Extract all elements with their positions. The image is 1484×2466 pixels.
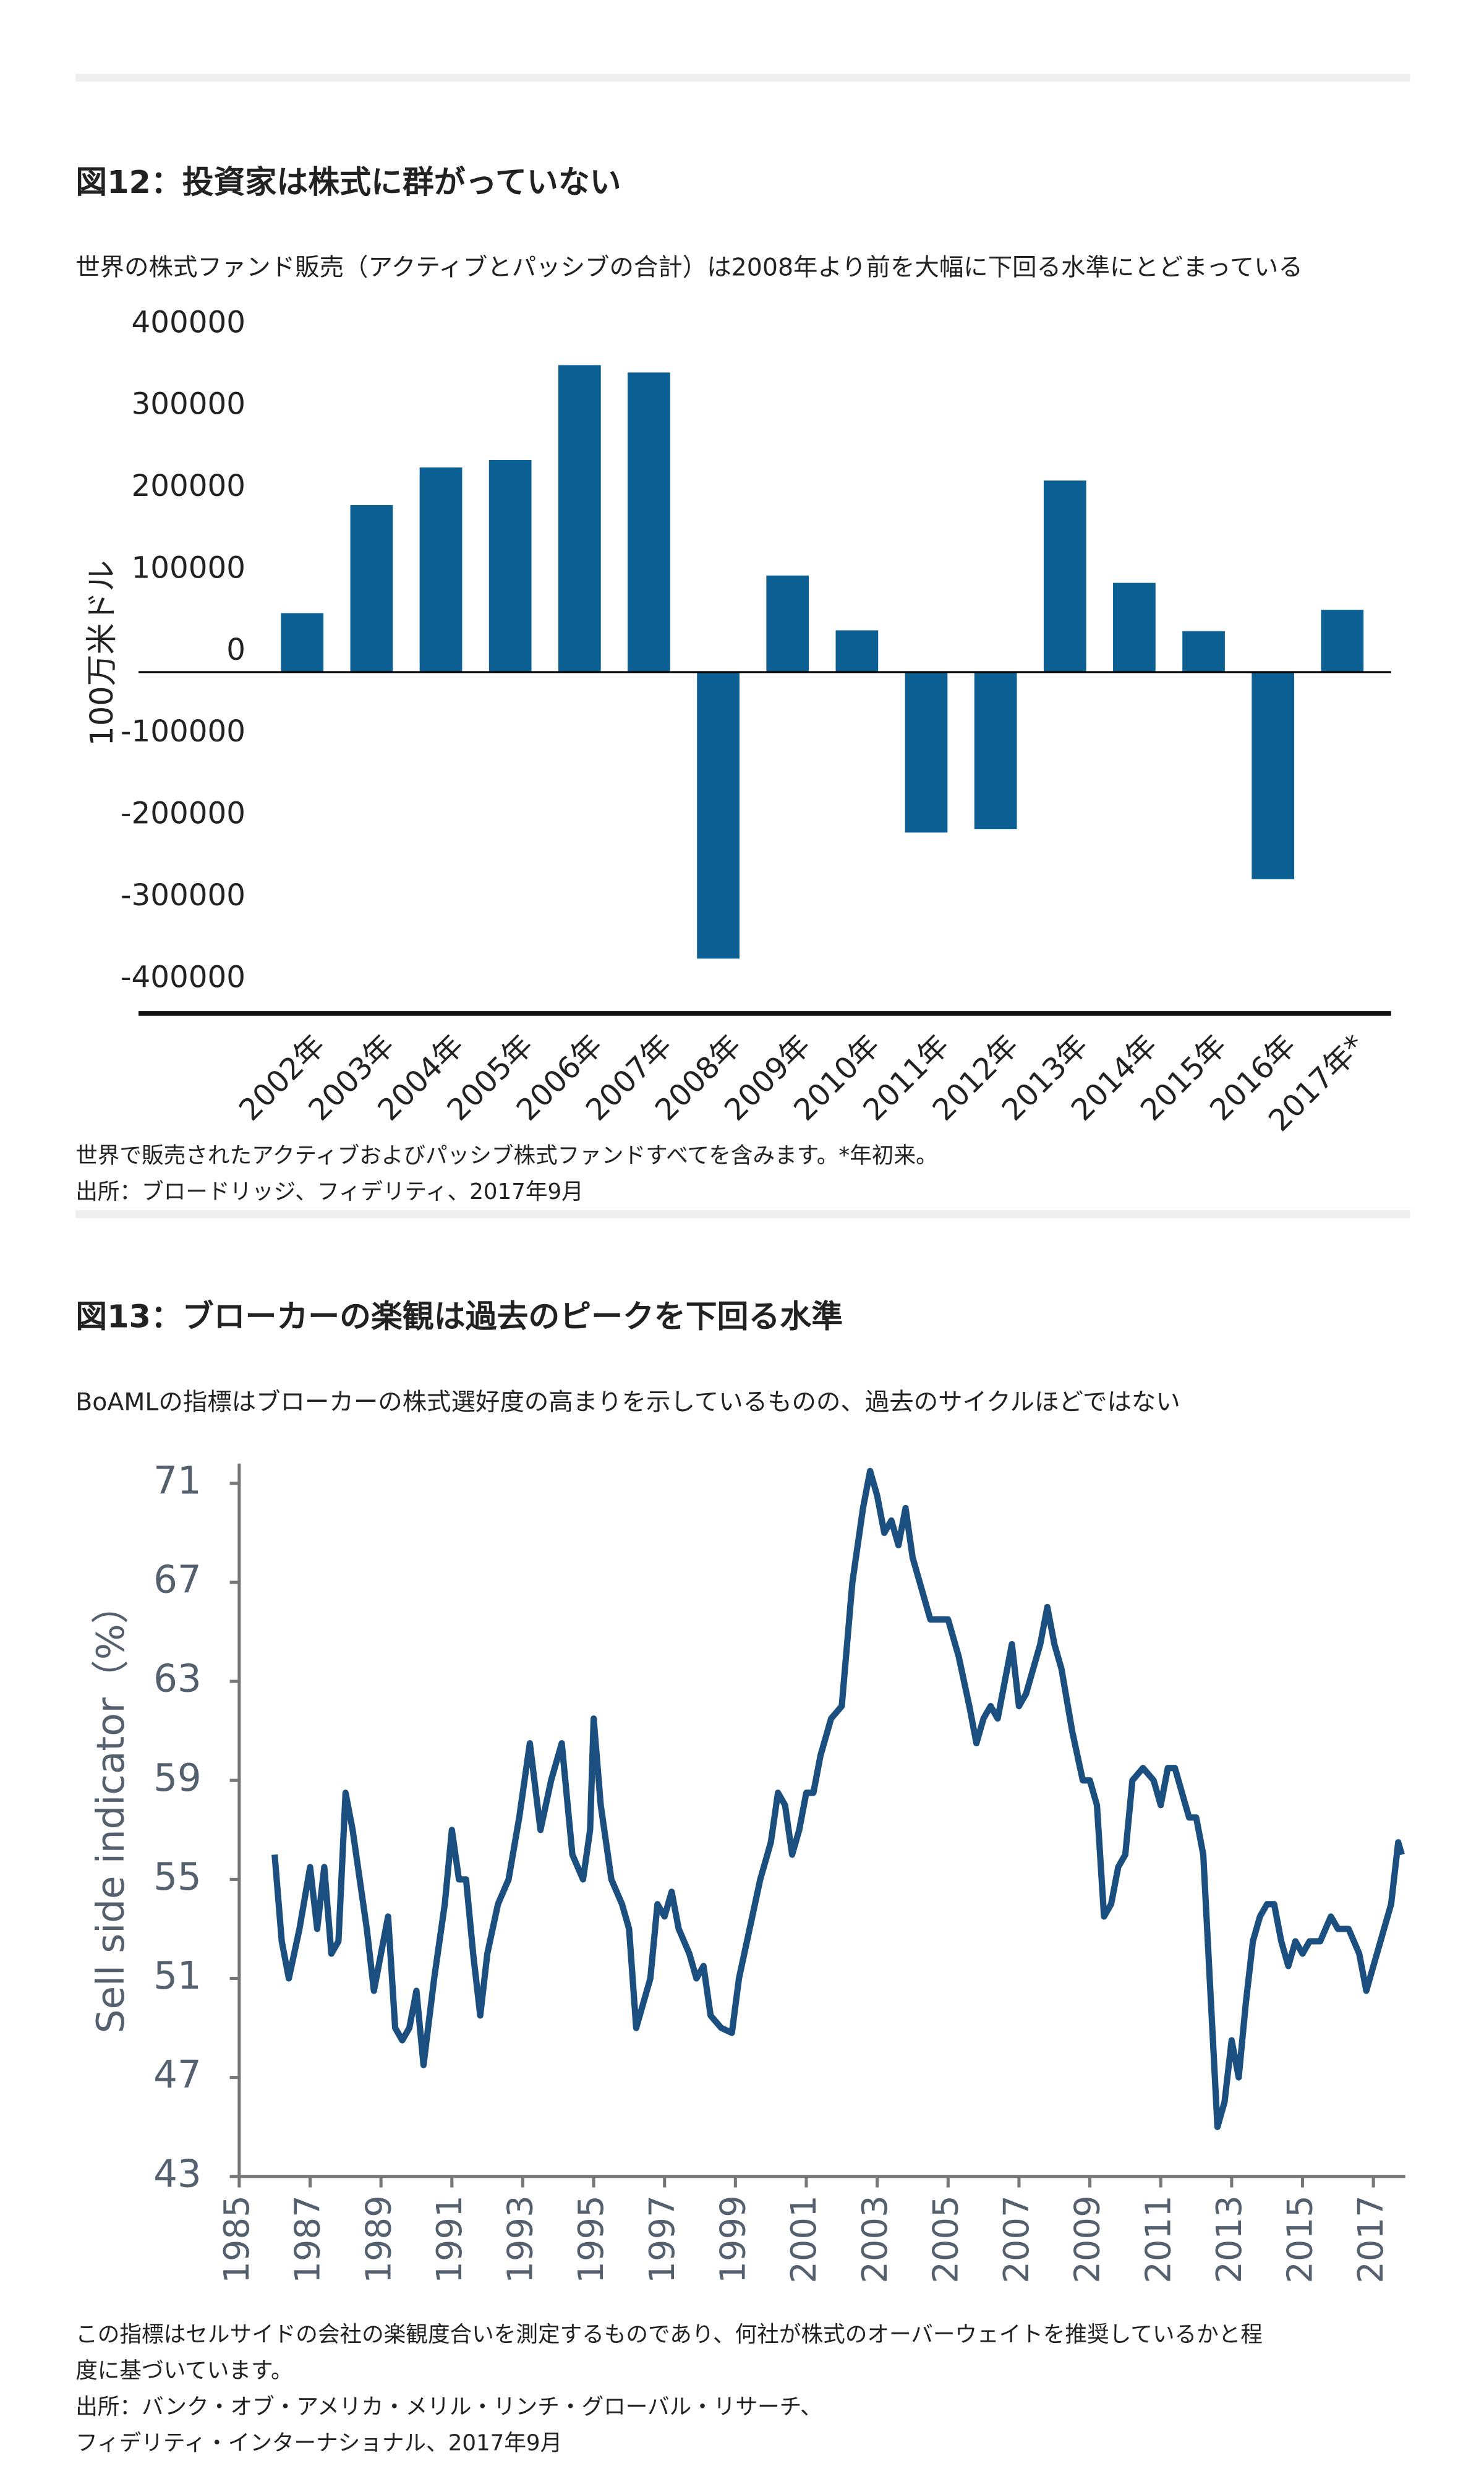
x-tick-label: 1985 bbox=[217, 2195, 257, 2283]
y-tick-label: 51 bbox=[153, 1954, 202, 1998]
x-tick-label: 2017 bbox=[1351, 2195, 1391, 2283]
x-tick-label: 1991 bbox=[430, 2195, 470, 2283]
note: この指標はセルサイドの会社の楽観度合いを測定するものであり、何社が株式のオーバー… bbox=[75, 2322, 1263, 2347]
y-tick-label: 0 bbox=[226, 633, 245, 667]
separator bbox=[75, 74, 1410, 82]
y-tick-label: 55 bbox=[153, 1855, 202, 1899]
figure-title: 図12：投資家は株式に群がっていない bbox=[75, 164, 621, 201]
note: フィデリティ・インターナショナル、2017年9月 bbox=[75, 2430, 562, 2455]
y-tick-label: 47 bbox=[153, 2053, 202, 2097]
bar bbox=[697, 672, 740, 959]
x-tick-label: 2007 bbox=[997, 2195, 1037, 2283]
bar bbox=[1252, 672, 1295, 879]
y-tick-label: 63 bbox=[153, 1657, 202, 1701]
x-tick-label: 2009 bbox=[1068, 2195, 1108, 2283]
x-tick-label: 2013 bbox=[1209, 2195, 1250, 2283]
y-tick-label: 200000 bbox=[132, 469, 246, 503]
data-line bbox=[271, 1467, 1405, 2130]
bar bbox=[905, 672, 948, 833]
y-tick-label: 400000 bbox=[132, 305, 246, 339]
note: 出所：バンク・オブ・アメリカ・メリル・リンチ・グローバル・リサーチ、 bbox=[75, 2394, 822, 2420]
bar bbox=[558, 365, 601, 672]
y-tick-label: 67 bbox=[153, 1558, 202, 1602]
bar bbox=[1043, 480, 1086, 672]
y-tick-label: -100000 bbox=[121, 714, 245, 749]
bar bbox=[1321, 610, 1364, 672]
x-tick-label: 2011 bbox=[1138, 2195, 1179, 2283]
x-tick-label: 2003 bbox=[855, 2195, 895, 2283]
y-tick-label: 71 bbox=[153, 1459, 202, 1503]
bar bbox=[419, 467, 463, 672]
y-tick-label: 300000 bbox=[132, 387, 246, 422]
y-tick-label: 100000 bbox=[132, 550, 246, 585]
separator bbox=[75, 1210, 1410, 1218]
note: 世界で販売されたアクティブおよびパッシブ株式ファンドすべてを含みます。*年初来。 bbox=[75, 1143, 937, 1169]
y-tick-label: 59 bbox=[153, 1756, 202, 1800]
x-tick-label: 2005 bbox=[926, 2195, 966, 2283]
y-tick-label: -400000 bbox=[121, 960, 245, 994]
bar bbox=[766, 575, 809, 672]
x-tick-label: 1989 bbox=[359, 2195, 399, 2283]
x-tick-label: 2001 bbox=[784, 2195, 824, 2283]
note: 出所：ブロードリッジ、フィデリティ、2017年9月 bbox=[75, 1179, 584, 1205]
x-tick-label: 1987 bbox=[288, 2195, 328, 2283]
bar bbox=[974, 672, 1017, 830]
y-axis-label: 100万米ドル bbox=[84, 560, 121, 746]
bar bbox=[350, 505, 393, 672]
figure-subtitle: BoAMLの指標はブローカーの株式選好度の高まりを示しているものの、過去のサイク… bbox=[75, 1388, 1180, 1417]
bar bbox=[488, 460, 532, 672]
x-tick-label: 1999 bbox=[713, 2195, 753, 2283]
y-tick-label: -200000 bbox=[121, 796, 245, 831]
y-tick-label: -300000 bbox=[121, 878, 245, 913]
bar bbox=[628, 372, 670, 672]
bar bbox=[835, 630, 879, 672]
bar bbox=[1182, 631, 1225, 672]
figure-subtitle: 世界の株式ファンド販売（アクティブとパッシブの合計）は2008年より前を大幅に下… bbox=[75, 254, 1303, 282]
y-axis-label: Sell side indicator（%） bbox=[89, 1586, 133, 2033]
bar bbox=[281, 613, 324, 672]
x-tick-label: 1997 bbox=[642, 2195, 683, 2283]
bar bbox=[1113, 582, 1156, 672]
x-tick-label: 1995 bbox=[571, 2195, 612, 2283]
note: 度に基づいています。 bbox=[75, 2358, 292, 2383]
x-tick-label: 1993 bbox=[501, 2195, 541, 2283]
y-tick-label: 43 bbox=[153, 2152, 202, 2196]
x-tick-label: 2015 bbox=[1281, 2195, 1321, 2283]
figure-title: 図13：ブローカーの楽観は過去のピークを下回る水準 bbox=[75, 1299, 843, 1336]
